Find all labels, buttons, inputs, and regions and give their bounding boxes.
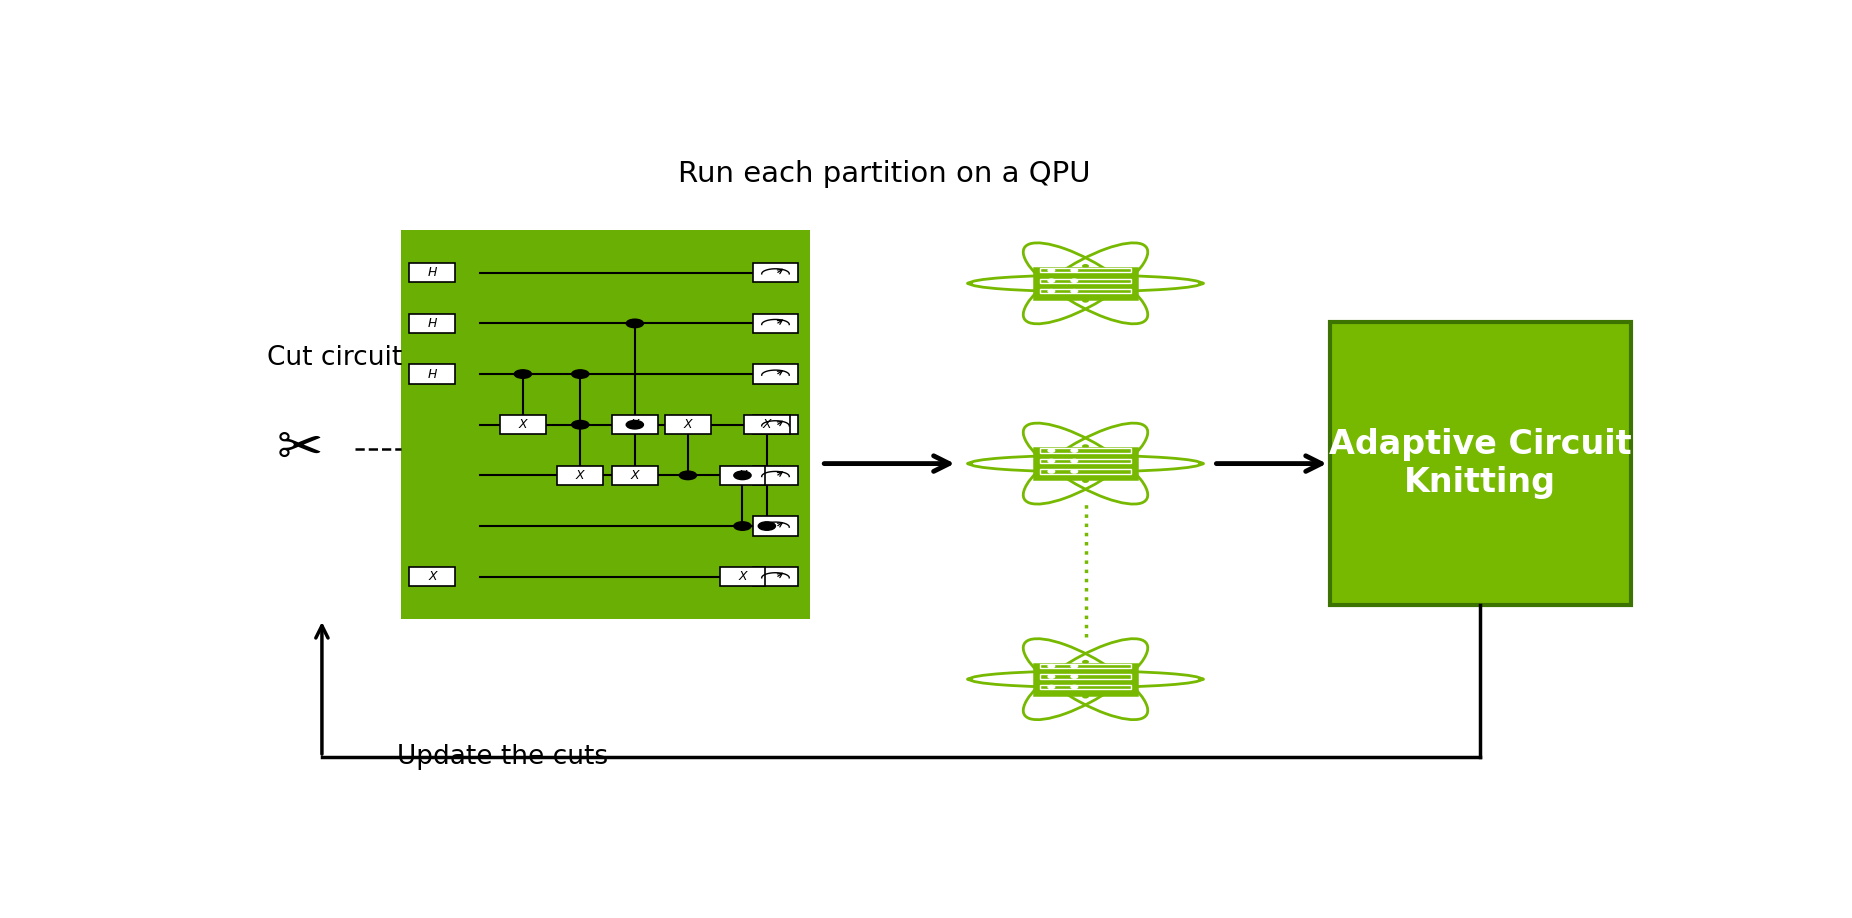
Text: ✂: ✂: [278, 422, 324, 476]
FancyBboxPatch shape: [409, 567, 456, 587]
FancyBboxPatch shape: [752, 364, 798, 384]
Circle shape: [1083, 445, 1089, 448]
Circle shape: [1070, 675, 1078, 678]
FancyBboxPatch shape: [1033, 268, 1137, 299]
Circle shape: [1048, 279, 1054, 283]
FancyBboxPatch shape: [752, 415, 798, 434]
FancyBboxPatch shape: [409, 314, 456, 333]
Circle shape: [626, 319, 643, 328]
Text: X: X: [763, 419, 770, 431]
Circle shape: [1048, 449, 1054, 453]
Circle shape: [1070, 279, 1078, 283]
FancyBboxPatch shape: [752, 567, 798, 587]
Text: X: X: [683, 419, 693, 431]
Circle shape: [1070, 665, 1078, 667]
FancyBboxPatch shape: [611, 415, 657, 434]
FancyBboxPatch shape: [409, 263, 456, 283]
Circle shape: [1198, 677, 1204, 680]
Circle shape: [1070, 269, 1078, 272]
Circle shape: [1083, 299, 1089, 302]
Circle shape: [1048, 686, 1054, 688]
Circle shape: [515, 370, 532, 378]
Circle shape: [1048, 269, 1054, 272]
Text: Update the cuts: Update the cuts: [396, 744, 607, 770]
Circle shape: [1048, 665, 1054, 667]
FancyBboxPatch shape: [400, 230, 809, 619]
FancyBboxPatch shape: [611, 465, 657, 485]
Text: X: X: [630, 469, 639, 482]
Text: X: X: [519, 419, 528, 431]
Text: X: X: [428, 570, 437, 583]
Circle shape: [1083, 264, 1089, 267]
FancyBboxPatch shape: [665, 415, 711, 434]
Text: Cut circuit: Cut circuit: [267, 344, 402, 371]
Text: X: X: [739, 570, 746, 583]
Circle shape: [733, 521, 752, 531]
Circle shape: [757, 521, 776, 531]
Circle shape: [1198, 463, 1204, 465]
Text: Adaptive Circuit
Knitting: Adaptive Circuit Knitting: [1330, 428, 1632, 499]
Text: H: H: [428, 266, 437, 279]
Circle shape: [1070, 289, 1078, 293]
Circle shape: [1048, 459, 1054, 463]
Circle shape: [1070, 449, 1078, 453]
FancyBboxPatch shape: [745, 415, 789, 434]
FancyBboxPatch shape: [500, 415, 546, 434]
FancyBboxPatch shape: [719, 465, 765, 485]
Text: X: X: [739, 469, 746, 482]
Text: X: X: [630, 419, 639, 431]
Circle shape: [1048, 289, 1054, 293]
FancyBboxPatch shape: [1330, 322, 1632, 605]
Circle shape: [967, 463, 972, 465]
FancyBboxPatch shape: [1033, 448, 1137, 479]
Circle shape: [1048, 470, 1054, 473]
Circle shape: [680, 471, 696, 479]
FancyBboxPatch shape: [752, 263, 798, 283]
FancyBboxPatch shape: [719, 567, 765, 587]
FancyBboxPatch shape: [409, 364, 456, 384]
Text: H: H: [428, 317, 437, 330]
Text: H: H: [428, 367, 437, 381]
Circle shape: [572, 370, 589, 378]
Circle shape: [733, 471, 752, 479]
Circle shape: [1070, 459, 1078, 463]
Text: X: X: [576, 469, 585, 482]
Circle shape: [1070, 470, 1078, 473]
FancyBboxPatch shape: [752, 465, 798, 485]
Circle shape: [1070, 686, 1078, 688]
Circle shape: [1083, 695, 1089, 698]
Circle shape: [967, 677, 972, 680]
Circle shape: [1083, 661, 1089, 663]
FancyBboxPatch shape: [557, 465, 604, 485]
FancyBboxPatch shape: [1033, 664, 1137, 695]
Circle shape: [626, 420, 643, 429]
Circle shape: [1048, 675, 1054, 678]
Circle shape: [572, 420, 589, 429]
Circle shape: [967, 282, 972, 285]
FancyBboxPatch shape: [752, 314, 798, 333]
Circle shape: [1083, 479, 1089, 482]
Circle shape: [1198, 282, 1204, 285]
Text: Run each partition on a QPU: Run each partition on a QPU: [678, 160, 1091, 188]
FancyBboxPatch shape: [752, 517, 798, 535]
